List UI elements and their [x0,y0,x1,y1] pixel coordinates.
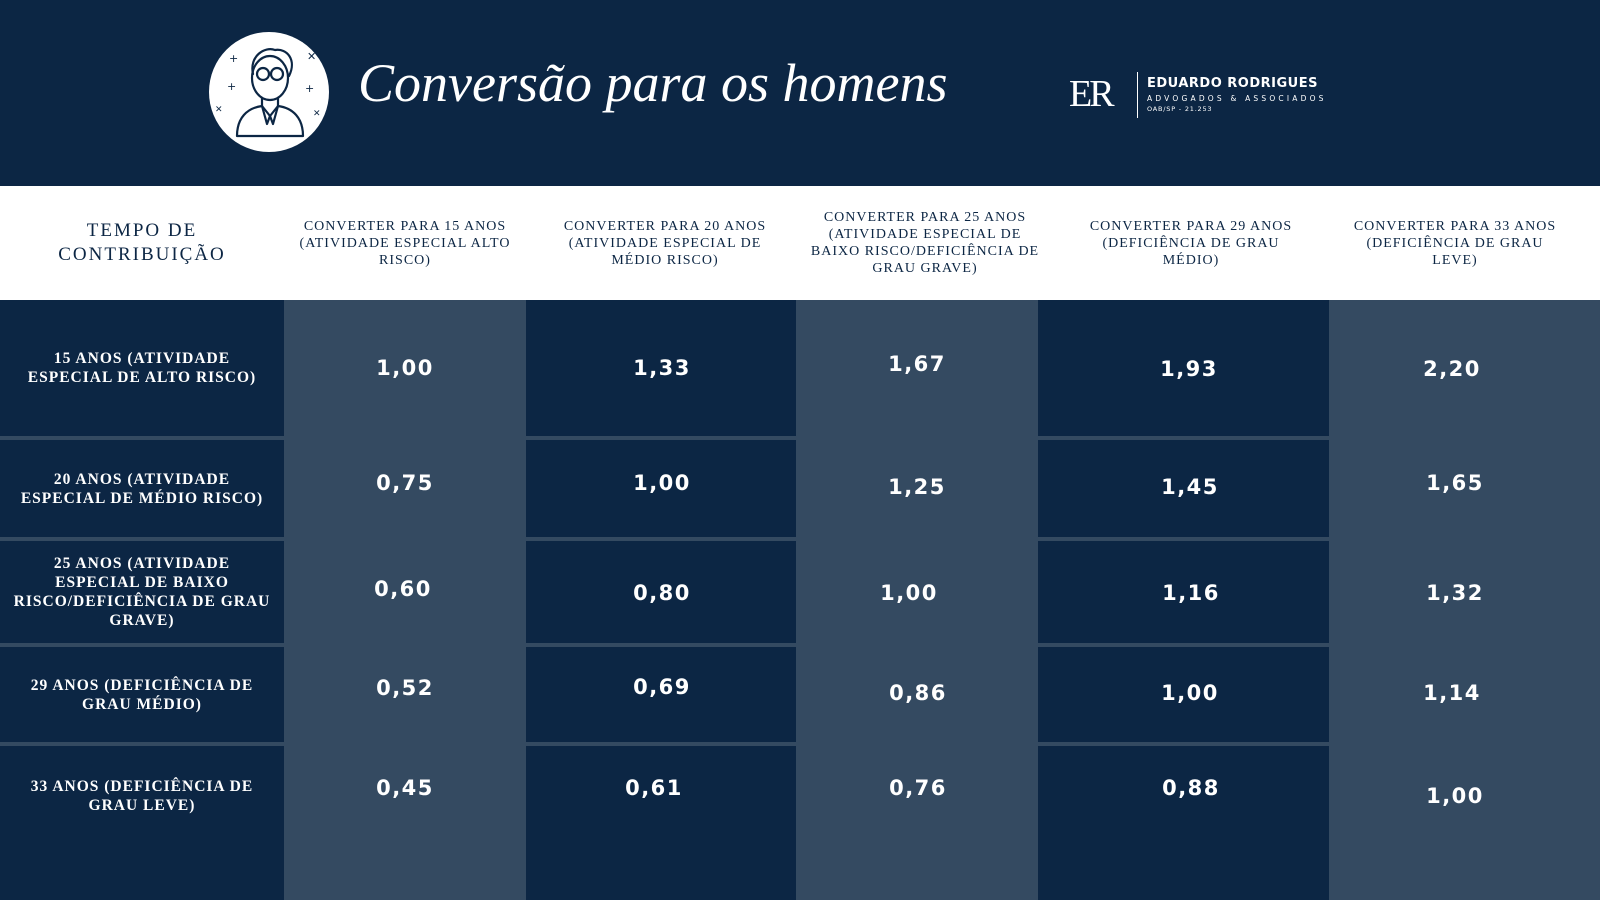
table-cell: 1,14 [1423,681,1481,705]
column-header: CONVERTER PARA 15 ANOS (ATIVIDADE ESPECI… [299,218,511,268]
table-cell: 1,25 [888,475,946,499]
table-cell: 1,16 [1162,581,1220,605]
table-cell: 0,52 [376,676,434,700]
column-header: CONVERTER PARA 29 ANOS (DEFICIÊNCIA DE G… [1089,218,1293,268]
row-label: 25 ANOS (ATIVIDADE ESPECIAL DE BAIXO RIS… [13,555,271,629]
table-cell: 1,00 [1161,681,1219,705]
column-band [0,300,284,900]
column-header: CONVERTER PARA 25 ANOS (ATIVIDADE ESPECI… [810,210,1040,276]
row-label: 29 ANOS (DEFICIÊNCIA DE GRAU MÉDIO) [30,676,254,713]
column-band [284,300,526,900]
table-cell: 0,86 [889,681,947,705]
row-label: 20 ANOS (ATIVIDADE ESPECIAL DE MÉDIO RIS… [20,470,264,507]
table-cell: 0,61 [625,776,683,800]
column-band [796,300,1038,900]
table-cell: 2,20 [1423,357,1481,381]
row-divider [0,537,1600,541]
elderly-man-icon: + ✕ + + ✕ ✕ [209,32,329,152]
logo-oab: OAB/SP - 21.253 [1147,105,1213,113]
table-cell: 0,60 [374,577,432,601]
svg-text:+: + [227,80,236,93]
svg-text:✕: ✕ [313,109,321,119]
column-header: CONVERTER PARA 20 ANOS (ATIVIDADE ESPECI… [563,218,767,268]
column-header: TEMPO DE CONTRIBUIÇÃO [58,220,226,265]
brand-logo: ER EDUARDO RODRIGUES ADVOGADOS & ASSOCIA… [1069,72,1323,118]
row-label: 15 ANOS (ATIVIDADE ESPECIAL DE ALTO RISC… [27,350,257,386]
table-cell: 1,33 [633,356,691,380]
logo-name: EDUARDO RODRIGUES [1147,76,1318,91]
table-cell: 1,93 [1160,357,1218,381]
table-cell: 1,32 [1426,581,1484,605]
svg-text:+: + [229,52,238,65]
logo-divider [1137,72,1138,118]
column-band [1329,300,1600,900]
row-divider [0,436,1600,440]
table-cell: 0,76 [889,776,947,800]
logo-subtitle: ADVOGADOS & ASSOCIADOS [1147,94,1327,103]
table-cell: 0,75 [376,471,434,495]
table-cell: 1,00 [376,356,434,380]
svg-text:+: + [305,82,314,95]
table-cell: 0,69 [633,675,691,699]
svg-text:✕: ✕ [307,50,316,63]
table-cell: 1,00 [633,471,691,495]
row-label: 33 ANOS (DEFICIÊNCIA DE GRAU LEVE) [30,778,254,814]
svg-text:✕: ✕ [215,105,223,115]
table-header: TEMPO DE CONTRIBUIÇÃO CONVERTER PARA 15 … [0,186,1600,300]
header-bar: + ✕ + + ✕ ✕ Conversão para os homens ER … [0,0,1600,186]
column-header: CONVERTER PARA 33 ANOS (DEFICIÊNCIA DE G… [1353,218,1557,268]
table-cell: 0,80 [633,581,691,605]
row-divider [0,742,1600,746]
table-cell: 1,00 [880,581,938,605]
logo-mark: ER [1069,73,1115,115]
table-cell: 0,45 [376,776,434,800]
page-title: Conversão para os homens [358,53,948,113]
table-cell: 1,67 [888,352,946,376]
column-band [526,300,796,900]
table-cell: 1,65 [1426,471,1484,495]
row-divider [0,643,1600,647]
column-band [1038,300,1329,900]
table-cell: 1,00 [1426,784,1484,808]
table-cell: 1,45 [1161,475,1219,499]
table-cell: 0,88 [1162,776,1220,800]
